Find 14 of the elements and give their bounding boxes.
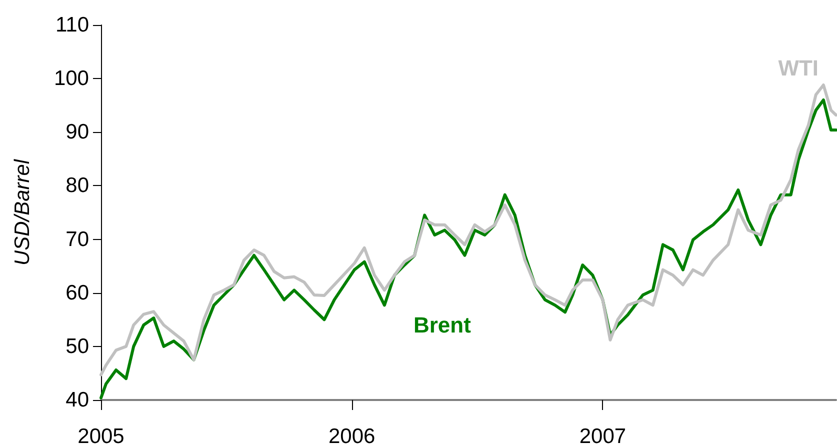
y-tick-label: 50 <box>66 334 89 358</box>
y-axis-title: USD/Barrel <box>11 158 34 266</box>
y-tick-label: 90 <box>66 120 89 144</box>
y-tick-label: 60 <box>66 281 89 304</box>
y-tick-label: 40 <box>66 388 89 412</box>
x-tick-label: 2005 <box>78 425 124 447</box>
y-tick-label: 70 <box>66 228 89 251</box>
y-tick-label: 100 <box>54 67 89 90</box>
series-label: Brent <box>413 312 472 338</box>
series-label: WTI <box>778 55 819 80</box>
x-tick-label: 2007 <box>579 425 626 447</box>
x-tick-label: 2006 <box>328 425 376 447</box>
y-tick-label: 80 <box>66 174 89 198</box>
y-tick-label: 110 <box>56 14 89 36</box>
